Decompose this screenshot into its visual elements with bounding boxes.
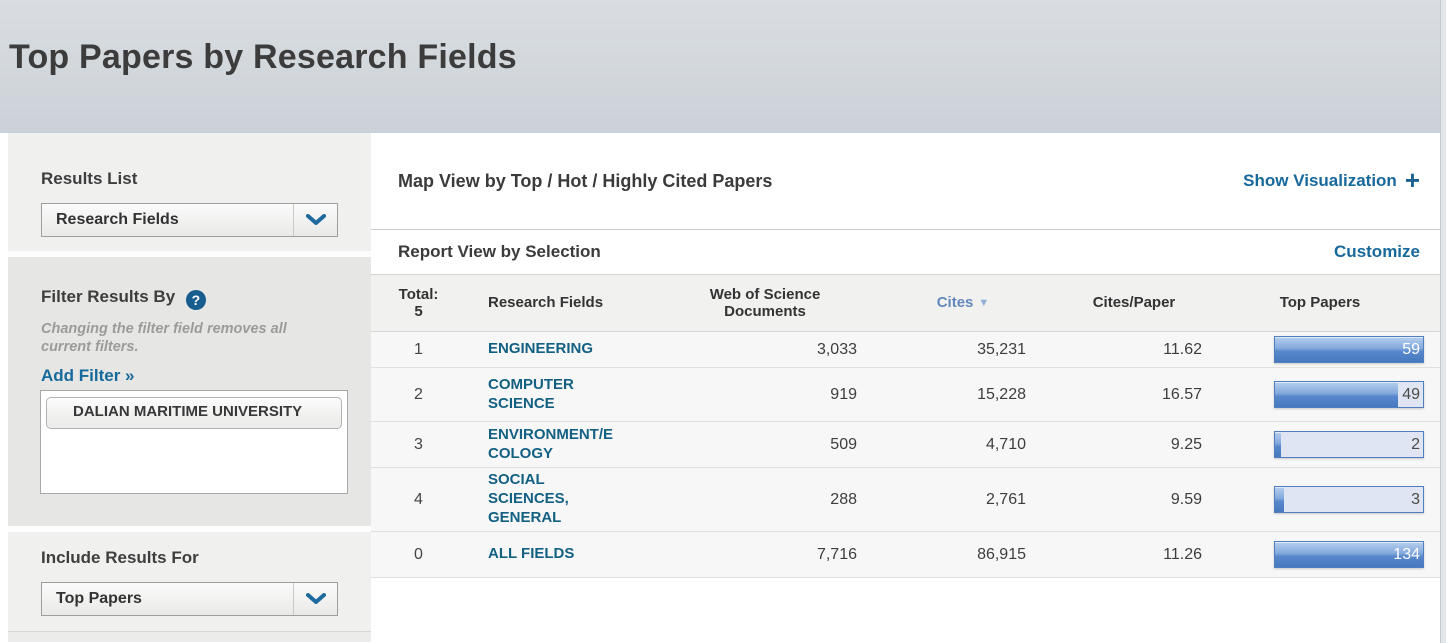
plus-icon: + bbox=[1404, 165, 1420, 195]
filter-heading-label: Filter Results By bbox=[41, 287, 176, 306]
table-row: 4 SOCIAL SCIENCES, GENERAL 288 2,761 9.5… bbox=[371, 468, 1446, 532]
documents-cell: 7,716 bbox=[816, 545, 857, 563]
cites-per-paper-cell: 9.25 bbox=[1170, 435, 1202, 453]
filter-section: Filter Results By ? Changing the filter … bbox=[8, 257, 371, 526]
main-panel: Map View by Top / Hot / Highly Cited Pap… bbox=[371, 133, 1446, 643]
top-papers-bar: 59 bbox=[1274, 336, 1424, 363]
table-row: 2 COMPUTER SCIENCE 919 15,228 16.57 49 bbox=[371, 368, 1446, 422]
top-papers-bar: 3 bbox=[1274, 486, 1424, 513]
rank-cell: 0 bbox=[414, 545, 423, 563]
page-header: Top Papers by Research Fields bbox=[0, 0, 1446, 133]
column-header-top-papers[interactable]: Top Papers bbox=[1279, 294, 1361, 312]
sidebar-divider bbox=[8, 526, 371, 532]
cites-cell: 86,915 bbox=[977, 545, 1026, 563]
sidebar: Results List Research Fields Filter Resu… bbox=[0, 133, 371, 643]
total-header: Total: 5 bbox=[371, 286, 466, 321]
cites-cell: 4,710 bbox=[985, 435, 1026, 453]
table-row: 0 ALL FIELDS 7,716 86,915 11.26 134 bbox=[371, 532, 1446, 578]
column-header-wos-documents[interactable]: Web of Science Documents bbox=[709, 285, 821, 320]
chevron-down-icon bbox=[293, 583, 337, 615]
field-link[interactable]: ALL FIELDS bbox=[488, 545, 575, 563]
top-papers-value: 134 bbox=[1393, 545, 1420, 563]
cites-per-paper-cell: 11.62 bbox=[1163, 340, 1202, 358]
bar-fill bbox=[1275, 487, 1284, 512]
total-label: Total: bbox=[398, 285, 439, 303]
bar-fill bbox=[1275, 542, 1423, 567]
report-view-title: Report View by Selection bbox=[398, 242, 601, 261]
rank-cell: 1 bbox=[414, 340, 423, 358]
field-link[interactable]: SOCIAL SCIENCES, GENERAL bbox=[488, 471, 569, 526]
column-header-cites[interactable]: Cites ▼ bbox=[880, 294, 1046, 311]
filter-heading: Filter Results By ? bbox=[41, 287, 338, 310]
cites-cell: 15,228 bbox=[977, 385, 1026, 403]
cites-per-paper-cell: 11.26 bbox=[1163, 545, 1202, 563]
rank-cell: 3 bbox=[414, 435, 423, 453]
page-title: Top Papers by Research Fields bbox=[9, 38, 517, 76]
results-list-dropdown-value: Research Fields bbox=[56, 211, 179, 228]
field-link[interactable]: ENVIRONMENT/ECOLOGY bbox=[488, 425, 614, 462]
map-view-title: Map View by Top / Hot / Highly Cited Pap… bbox=[398, 170, 773, 191]
sidebar-divider bbox=[8, 251, 371, 257]
column-header-cites-per-paper[interactable]: Cites/Paper bbox=[1092, 294, 1176, 312]
documents-cell: 509 bbox=[830, 435, 857, 453]
cites-sort-label[interactable]: Cites bbox=[936, 294, 974, 312]
top-papers-value: 2 bbox=[1411, 435, 1420, 453]
top-papers-bar: 134 bbox=[1274, 541, 1424, 568]
scrollbar[interactable] bbox=[1440, 0, 1446, 643]
include-results-section: Include Results For Top Papers bbox=[8, 532, 371, 631]
results-list-section: Results List Research Fields bbox=[8, 133, 371, 251]
top-papers-value: 3 bbox=[1411, 490, 1420, 508]
results-table: Total: 5 Research Fields Web of Science … bbox=[371, 275, 1446, 578]
documents-cell: 3,033 bbox=[816, 340, 857, 358]
add-filter-link[interactable]: Add Filter » bbox=[41, 366, 135, 386]
include-results-heading: Include Results For bbox=[41, 548, 199, 567]
show-visualization-label: Show Visualization bbox=[1243, 171, 1397, 190]
chevron-down-icon bbox=[293, 204, 337, 236]
filter-list-box: DALIAN MARITIME UNIVERSITY bbox=[40, 390, 348, 495]
map-view-bar: Map View by Top / Hot / Highly Cited Pap… bbox=[371, 133, 1446, 230]
top-papers-value: 49 bbox=[1402, 385, 1420, 403]
table-row: 3 ENVIRONMENT/ECOLOGY 509 4,710 9.25 2 bbox=[371, 422, 1446, 468]
show-visualization-button[interactable]: Show Visualization + bbox=[1243, 165, 1420, 195]
filter-note: Changing the filter field removes all cu… bbox=[41, 321, 287, 356]
top-papers-bar: 2 bbox=[1274, 431, 1424, 458]
results-list-dropdown[interactable]: Research Fields bbox=[41, 203, 338, 237]
results-list-heading: Results List bbox=[41, 169, 138, 188]
cites-per-paper-cell: 16.57 bbox=[1161, 385, 1202, 403]
include-results-dropdown[interactable]: Top Papers bbox=[41, 582, 338, 616]
table-row: 1 ENGINEERING 3,033 35,231 11.62 59 bbox=[371, 332, 1446, 368]
field-link[interactable]: COMPUTER SCIENCE bbox=[488, 375, 574, 412]
rank-cell: 2 bbox=[414, 385, 423, 403]
top-papers-value: 59 bbox=[1402, 340, 1420, 358]
documents-cell: 288 bbox=[830, 490, 857, 508]
cites-per-paper-cell: 9.59 bbox=[1170, 490, 1202, 508]
sort-descending-icon: ▼ bbox=[978, 297, 990, 310]
filter-item-dalian-maritime-university[interactable]: DALIAN MARITIME UNIVERSITY bbox=[46, 397, 342, 429]
top-papers-bar: 49 bbox=[1274, 381, 1424, 408]
cites-cell: 2,761 bbox=[985, 490, 1026, 508]
field-link[interactable]: ENGINEERING bbox=[488, 340, 594, 358]
total-count: 5 bbox=[414, 303, 423, 320]
help-icon[interactable]: ? bbox=[185, 290, 206, 310]
table-header-row: Total: 5 Research Fields Web of Science … bbox=[371, 275, 1446, 332]
rank-cell: 4 bbox=[414, 490, 423, 508]
bar-fill bbox=[1275, 432, 1281, 457]
cites-cell: 35,231 bbox=[977, 340, 1026, 358]
column-header-research-fields[interactable]: Research Fields bbox=[488, 294, 604, 312]
report-view-bar: Report View by Selection Customize bbox=[371, 230, 1446, 275]
bar-fill bbox=[1275, 382, 1398, 407]
sidebar-footer bbox=[8, 631, 371, 642]
customize-link[interactable]: Customize bbox=[1334, 242, 1420, 261]
bar-fill bbox=[1275, 337, 1423, 362]
include-results-dropdown-value: Top Papers bbox=[56, 590, 142, 607]
documents-cell: 919 bbox=[830, 385, 857, 403]
